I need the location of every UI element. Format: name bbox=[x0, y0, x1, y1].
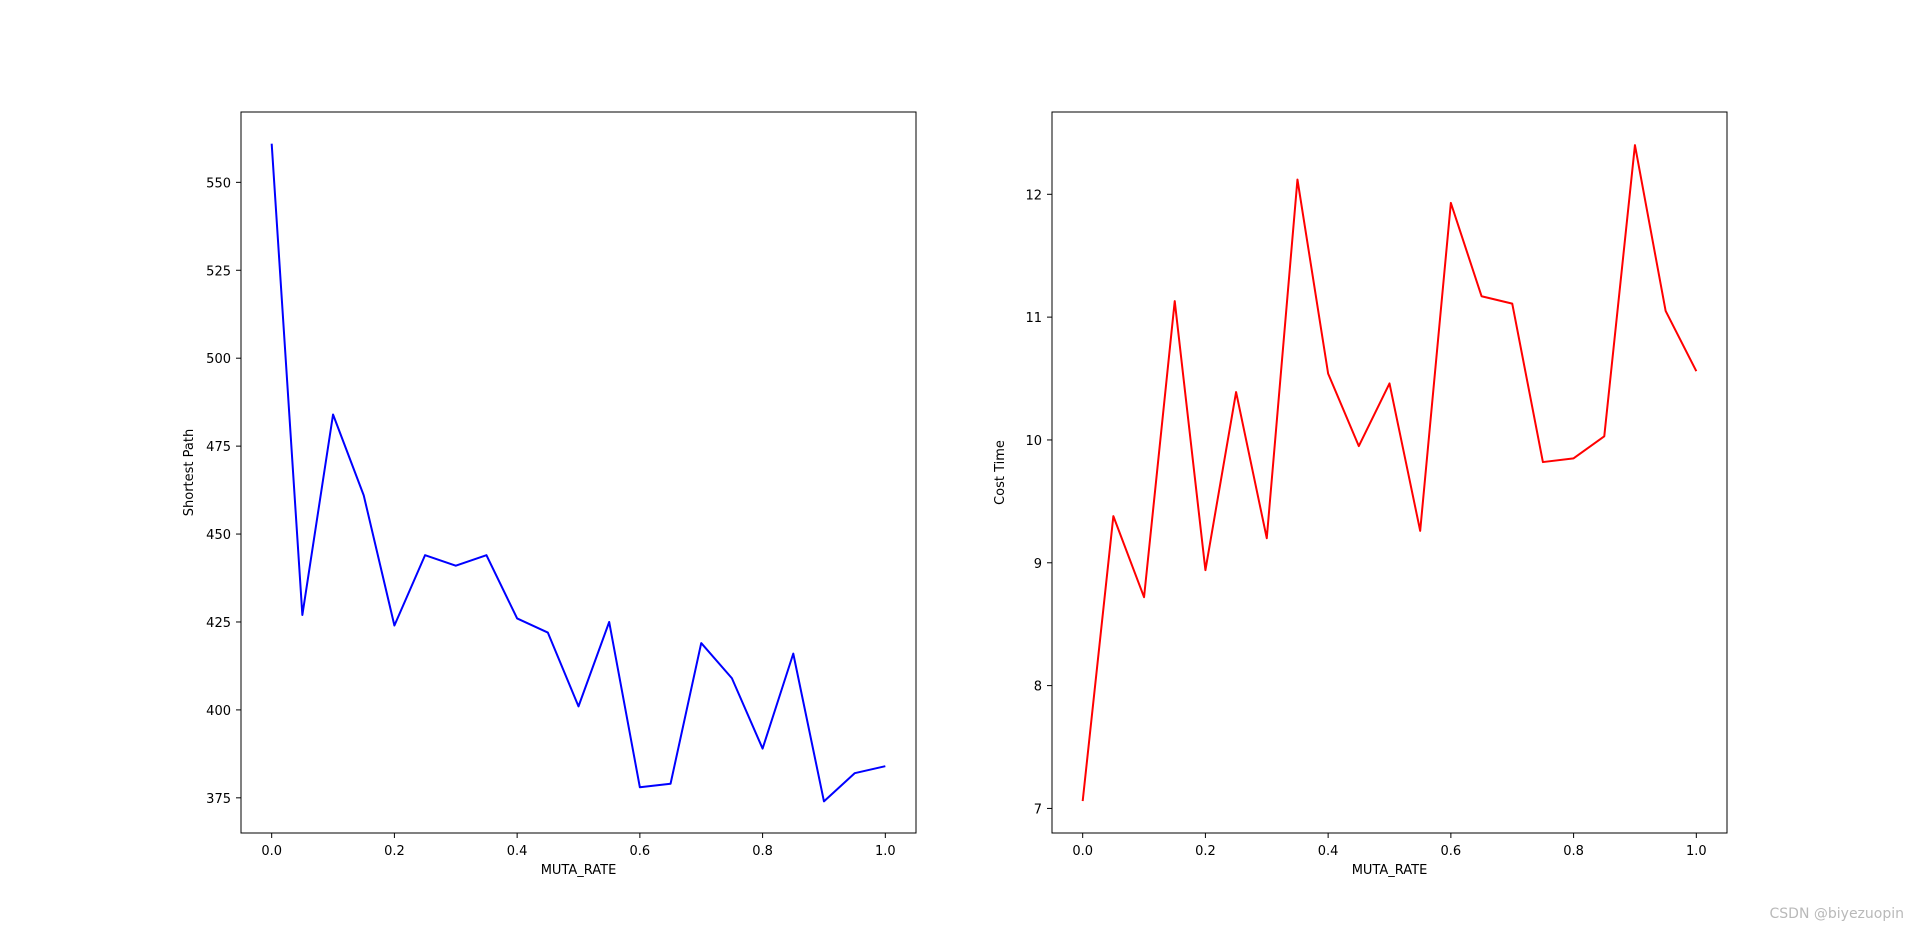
x-tick-label: 0.2 bbox=[1195, 844, 1216, 859]
axes-frame bbox=[240, 111, 917, 834]
x-tick-label: 1.0 bbox=[1686, 844, 1707, 859]
y-tick-label: 11 bbox=[1025, 311, 1042, 326]
y-tick-label: 8 bbox=[1034, 680, 1042, 695]
x-axis-label: MUTA_RATE bbox=[541, 863, 617, 878]
y-tick-label: 500 bbox=[206, 352, 231, 367]
series-line bbox=[270, 143, 886, 803]
y-tick-label: 425 bbox=[206, 616, 231, 631]
y-tick-label: 7 bbox=[1034, 802, 1042, 817]
x-tick-label: 0.4 bbox=[507, 844, 528, 859]
y-tick-label: 10 bbox=[1025, 434, 1042, 449]
cost-time-plot: 0.0 0.2 0.4 0.6 0.8 1.0 7 8 9 10 11 12 MUTA_RATE Cost… bbox=[993, 111, 1728, 878]
x-tick-label: 0.6 bbox=[630, 844, 651, 859]
x-tick-label: 0.0 bbox=[1072, 844, 1093, 859]
y-tick-label: 9 bbox=[1034, 557, 1042, 572]
y-tick-label: 475 bbox=[206, 440, 231, 455]
y-tick-label: 12 bbox=[1025, 188, 1042, 203]
shortest-path-plot: 0.0 0.2 0.4 0.6 0.8 1.0 375 400 425 450 475 500 525 5… bbox=[182, 111, 917, 878]
watermark: CSDN @biyezuopin bbox=[1769, 906, 1904, 922]
x-tick-label: 0.8 bbox=[752, 844, 773, 859]
y-tick-label: 550 bbox=[206, 176, 231, 191]
series-line bbox=[1081, 144, 1698, 802]
x-tick-label: 0.2 bbox=[384, 844, 405, 859]
x-tick-label: 0.4 bbox=[1318, 844, 1339, 859]
y-tick-label: 450 bbox=[206, 528, 231, 543]
x-axis-label: MUTA_RATE bbox=[1352, 863, 1428, 878]
y-tick-label: 375 bbox=[206, 792, 231, 807]
x-tick-label: 0.0 bbox=[261, 844, 282, 859]
y-tick-label: 400 bbox=[206, 704, 231, 719]
y-tick-label: 525 bbox=[206, 264, 231, 279]
y-axis-label: Shortest Path bbox=[182, 429, 197, 516]
x-tick-label: 0.6 bbox=[1441, 844, 1462, 859]
axes-frame bbox=[1051, 111, 1728, 834]
x-tick-label: 1.0 bbox=[875, 844, 896, 859]
y-axis-label: Cost Time bbox=[993, 440, 1008, 505]
x-tick-label: 0.8 bbox=[1563, 844, 1584, 859]
